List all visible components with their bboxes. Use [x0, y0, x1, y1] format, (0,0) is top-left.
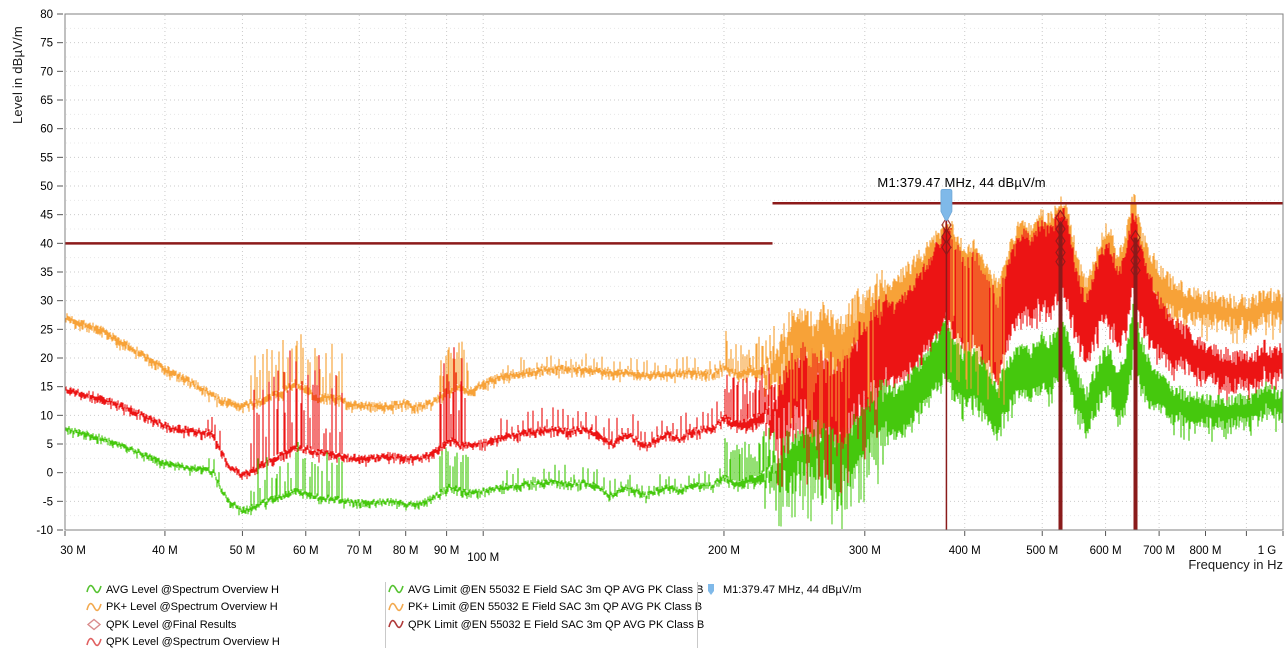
y-tick-label: -5 — [43, 496, 53, 508]
y-tick-label: 25 — [40, 324, 53, 336]
final-result-diamond — [1055, 209, 1066, 226]
y-tick-label: 70 — [40, 66, 53, 78]
legend-item-label: PK+ Limit @EN 55032 E Field SAC 3m QP AV… — [408, 601, 703, 613]
sine-icon — [86, 637, 102, 646]
sine-icon — [388, 619, 404, 629]
x-tick-label: 30 M — [60, 545, 86, 557]
y-tick-label: 15 — [40, 382, 53, 394]
legend-item-avg-level[interactable]: AVG Level @Spectrum Overview H — [86, 581, 279, 598]
x-tick-label: 60 M — [293, 545, 319, 557]
legend-item-label: PK+ Level @Spectrum Overview H — [106, 601, 278, 613]
y-grid-major — [66, 42, 1282, 502]
sine-icon — [388, 602, 404, 611]
final-result-diamond — [1130, 262, 1141, 279]
y-tick-label: 80 — [40, 9, 53, 21]
y-tick-label: 65 — [40, 95, 53, 107]
legend-separator — [385, 582, 386, 648]
sine-icon — [86, 602, 102, 611]
x-tick-label: 500 M — [1026, 545, 1058, 557]
final-result-diamond — [1055, 220, 1066, 238]
sine-icon — [388, 584, 404, 594]
legend-item-marker-m1[interactable]: M1:379.47 MHz, 44 dBµV/m — [703, 581, 861, 598]
x-tick-label: 200 M — [708, 545, 740, 557]
legend-item-label: M1:379.47 MHz, 44 dBµV/m — [723, 583, 862, 596]
final-results-qpk — [941, 209, 1141, 530]
x-axis: 30 M 40 M 50 M 60 M 70 M 80 M 90 M 100 M 200 M 30… — [60, 531, 1284, 564]
final-result-bar — [1133, 237, 1138, 530]
x-tick-label: 50 M — [230, 545, 256, 557]
x-tick-label: 700 M — [1143, 545, 1175, 557]
final-result-diamond — [941, 239, 952, 256]
final-result-diamond — [1130, 229, 1141, 246]
sine-icon — [86, 584, 102, 594]
y-tick-label: 55 — [40, 152, 53, 164]
y-axis-title: Level in dBµV/m — [10, 26, 25, 124]
y-tick-label: 5 — [47, 439, 53, 451]
legend-item-label: QPK Level @Spectrum Overview H — [106, 636, 280, 648]
y-tick-label: 20 — [40, 353, 53, 365]
y-tick-label: 75 — [40, 38, 53, 50]
y-grid-minor — [66, 27, 1282, 517]
legend-item-qpk-limit[interactable]: QPK Limit @EN 55032 E Field SAC 3m QP AV… — [388, 616, 704, 633]
final-result-diamond — [1055, 232, 1066, 250]
y-tick-label: 35 — [40, 267, 53, 279]
legend-item-qpk-level[interactable]: QPK Level @Spectrum Overview H — [86, 634, 280, 651]
x-tick-label: 90 M — [434, 545, 460, 557]
marker-m1-flag[interactable] — [940, 189, 953, 221]
x-tick-label: 400 M — [949, 545, 981, 557]
final-result-diamond — [941, 228, 952, 245]
x-tick-label: 600 M — [1090, 545, 1122, 557]
legend-item-label: QPK Limit @EN 55032 E Field SAC 3m QP AV… — [408, 618, 705, 631]
y-tick-label: 40 — [40, 238, 53, 250]
legend-item-avg-limit[interactable]: AVG Limit @EN 55032 E Field SAC 3m QP AV… — [388, 581, 703, 598]
x-tick-label: 100 M — [467, 552, 499, 564]
x-tick-label: 300 M — [849, 545, 881, 557]
y-tick-label: 60 — [40, 124, 53, 136]
legend-item-qpk-level[interactable]: QPK Level @Final Results — [86, 616, 236, 633]
x-tick-label: 800 M — [1190, 545, 1222, 557]
limit-line-qpk-class-b — [65, 201, 1283, 245]
final-result-diamond — [941, 216, 952, 234]
final-result-bar — [945, 220, 948, 530]
x-axis-title: Frequency in Hz — [1188, 557, 1283, 572]
final-result-diamond — [1130, 252, 1141, 269]
y-tick-label: 10 — [40, 410, 53, 422]
marker-m1-label[interactable]: M1:379.47 MHz, 44 dBµV/m — [877, 175, 1046, 191]
legend-separator — [697, 582, 698, 648]
y-tick-label: 45 — [40, 210, 53, 222]
legend-item-label: QPK Level @Final Results — [106, 618, 237, 631]
y-tick-label: 30 — [40, 296, 53, 308]
y-tick-label: 50 — [40, 181, 53, 193]
x-tick-label: 1 G — [1258, 545, 1277, 557]
legend-item-label: AVG Limit @EN 55032 E Field SAC 3m QP AV… — [408, 583, 704, 596]
plot-border — [64, 13, 1284, 531]
legend-item-label: AVG Level @Spectrum Overview H — [106, 583, 279, 596]
marker-flag-icon — [708, 584, 714, 595]
trace-texture — [778, 397, 879, 529]
final-result-bar — [1058, 223, 1063, 530]
final-result-diamond — [1055, 253, 1066, 270]
legend-item-pk-level[interactable]: PK+ Level @Spectrum Overview H — [86, 599, 278, 616]
trace-texture — [777, 314, 878, 501]
final-result-diamond — [1055, 244, 1066, 261]
diamond-icon — [86, 618, 102, 631]
y-tick-label: -10 — [36, 525, 53, 537]
x-tick-label: 80 M — [393, 545, 419, 557]
x-tick-label: 70 M — [347, 545, 373, 557]
final-result-diamond — [1130, 240, 1141, 258]
legend-item-pk-limit[interactable]: PK+ Limit @EN 55032 E Field SAC 3m QP AV… — [388, 599, 702, 616]
y-tick-label: 0 — [47, 468, 53, 480]
x-tick-label: 40 M — [152, 545, 178, 557]
